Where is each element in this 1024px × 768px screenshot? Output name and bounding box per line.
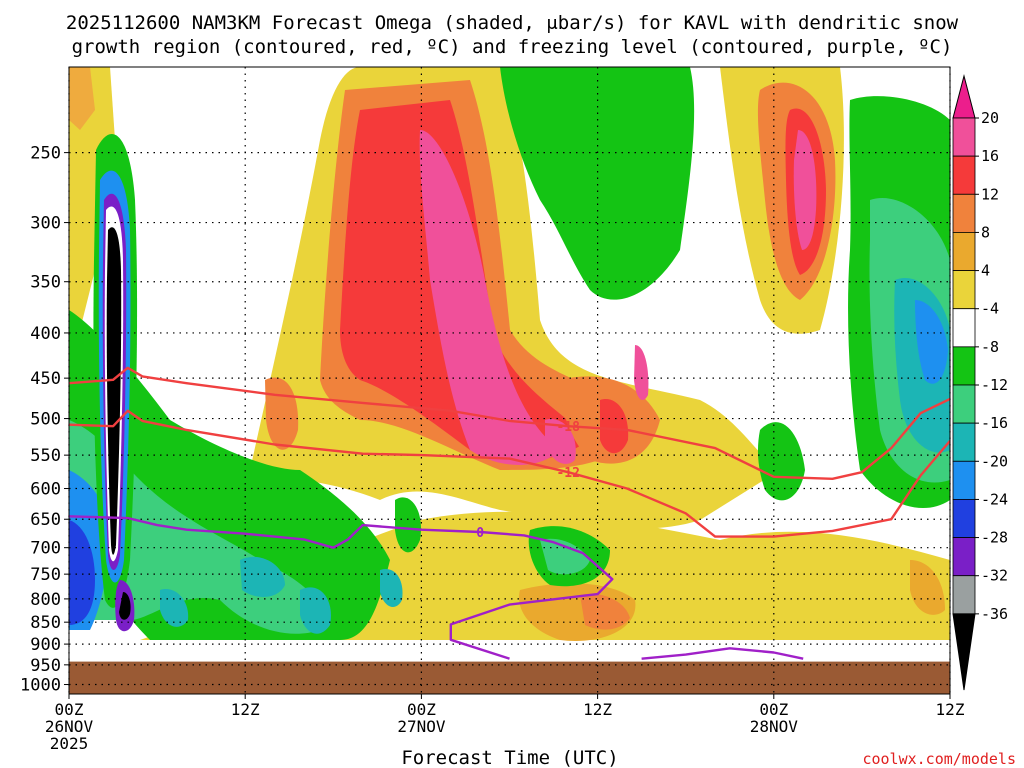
x-tick-label: 00Z xyxy=(55,700,84,719)
omega-region xyxy=(580,593,630,630)
omega-region xyxy=(634,345,649,400)
x-tick-label: 28NOV xyxy=(750,717,799,736)
omega-region xyxy=(106,227,122,555)
contour--18 xyxy=(69,366,950,480)
contour-0 xyxy=(69,515,614,660)
terrain-below-ground xyxy=(69,661,950,694)
y-tick-label: 400 xyxy=(30,324,61,344)
colorbar-label: -20 xyxy=(981,452,1008,470)
colorbar-top-arrow xyxy=(952,74,976,119)
x-tick-label: 12Z xyxy=(231,700,260,719)
omega-region xyxy=(545,419,576,464)
colorbar-label: 4 xyxy=(981,262,990,280)
x-tick-label: 12Z xyxy=(936,700,965,719)
colorbar-swatch xyxy=(952,232,976,271)
y-tick-label: 450 xyxy=(30,369,61,389)
colorbar-bottom-arrow xyxy=(952,613,976,691)
y-tick-label: 900 xyxy=(30,635,61,655)
colorbar-swatch xyxy=(952,117,976,157)
colorbar-label: -16 xyxy=(981,414,1008,432)
y-tick-label: 250 xyxy=(30,144,61,164)
colorbar-label: -4 xyxy=(981,300,999,318)
y-tick-label: 350 xyxy=(30,273,61,293)
x-tick-label: 27NOV xyxy=(397,717,446,736)
y-tick-label: 500 xyxy=(30,410,61,430)
plot-frame xyxy=(68,66,951,695)
colorbar-swatch xyxy=(952,308,976,348)
colorbar-swatch xyxy=(952,460,976,500)
colorbar-swatch xyxy=(952,346,976,386)
y-tick-label: 850 xyxy=(30,613,61,633)
colorbar-label: -24 xyxy=(981,490,1008,508)
x-tick-label: 00Z xyxy=(759,700,788,719)
omega-region xyxy=(793,130,817,250)
omega-region xyxy=(419,130,560,465)
colorbar-swatch xyxy=(952,384,976,424)
contour--12 xyxy=(69,409,950,538)
colorbar-swatch xyxy=(952,537,976,577)
omega-region xyxy=(757,422,805,501)
colorbar-swatch xyxy=(952,422,976,462)
y-tick-label: 650 xyxy=(30,510,61,530)
colorbar-label: -12 xyxy=(981,376,1008,394)
x-tick-label: 2025 xyxy=(50,734,89,753)
temperature-contours: -18 -12 0 xyxy=(69,366,950,660)
colorbar-label: 20 xyxy=(981,109,999,127)
y-tick-label: 600 xyxy=(30,480,61,500)
colorbar-swatch xyxy=(952,270,976,310)
colorbar-label: -36 xyxy=(981,605,1008,623)
colorbar-label: 8 xyxy=(981,223,990,241)
colorbar-label: -32 xyxy=(981,567,1008,585)
y-tick-label: 800 xyxy=(30,590,61,610)
omega-region xyxy=(380,569,403,607)
omega-region xyxy=(910,560,945,615)
omega-colorbar: 20 16 12 8 4 -4 -8 -12 -16 -20 -24 -28 -32 -36 xyxy=(952,74,1008,691)
y-tick-label: 700 xyxy=(30,539,61,559)
omega-region xyxy=(600,399,629,454)
omega-region xyxy=(240,556,285,597)
omega-region xyxy=(915,300,948,384)
omega-region xyxy=(500,67,695,300)
contour-label: -12 xyxy=(556,466,579,481)
x-tick-label: 12Z xyxy=(583,700,612,719)
y-tick-label: 550 xyxy=(30,446,61,466)
chart-title-line1: 2025112600 NAM3KM Forecast Omega (shaded… xyxy=(66,12,959,34)
omega-region xyxy=(69,67,95,130)
credit-text: coolwx.com/models xyxy=(862,750,1016,768)
colorbar-swatch xyxy=(952,575,976,615)
x-axis-title: Forecast Time (UTC) xyxy=(401,747,618,768)
y-tick-label: 750 xyxy=(30,565,61,585)
contour-label: -18 xyxy=(556,420,580,435)
y-tick-label: 300 xyxy=(30,214,61,234)
chart-title-line2: growth region (contoured, red, ºC) and f… xyxy=(72,36,953,58)
y-axis-pressure: 2503003504004505005506006507007508008509… xyxy=(20,144,69,696)
colorbar-label: -8 xyxy=(981,338,999,356)
colorbar-label: 16 xyxy=(981,147,999,165)
colorbar-swatch xyxy=(952,155,976,195)
x-tick-label: 00Z xyxy=(407,700,436,719)
contour-0b xyxy=(641,647,804,660)
omega-region xyxy=(395,497,421,553)
colorbar-swatch xyxy=(952,499,976,538)
x-tick-label: 26NOV xyxy=(45,717,94,736)
y-tick-label: 950 xyxy=(30,656,61,676)
colorbar-label: 12 xyxy=(981,185,999,203)
omega-shading xyxy=(69,67,950,694)
contour-label: 0 xyxy=(476,526,484,541)
colorbar-swatch xyxy=(952,193,976,233)
y-tick-label: 1000 xyxy=(20,676,61,696)
colorbar-label: -28 xyxy=(981,529,1008,547)
